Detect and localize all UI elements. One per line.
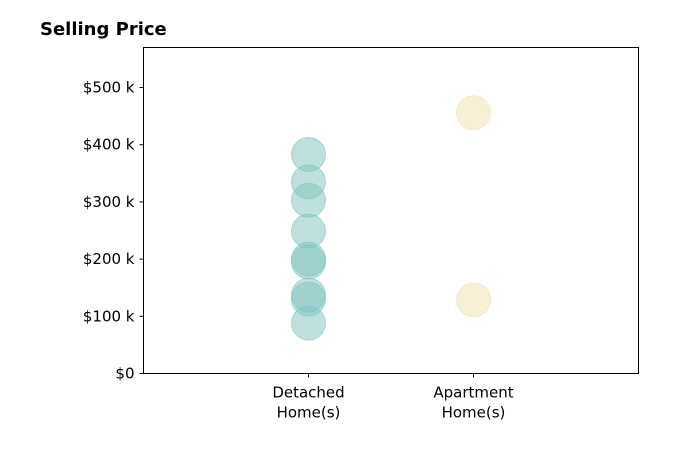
scatter-point [291,244,326,280]
y-tick-label: $100 k [83,307,135,325]
x-axis: Detached Home(s) Apartment Home(s) [272,373,514,422]
y-tick-label: $200 k [83,250,135,268]
y-tick-label: $500 k [83,79,135,97]
scatter-point [456,95,491,131]
chart-title: Selling Price [40,19,167,40]
y-tick-label: $400 k [83,136,135,154]
scatter-points [291,95,491,341]
scatter-point [456,282,491,318]
scatter-point [291,305,326,341]
y-tick-label: $300 k [83,193,135,211]
y-axis: $0 $100 k $200 k $300 k $400 k $500 k [83,79,144,383]
x-tick-label: Detached Home(s) [272,384,344,422]
plot-frame [143,47,639,374]
scatter-point [291,182,326,218]
x-tick-label: Apartment Home(s) [433,384,513,422]
y-tick-label: $0 [115,365,134,383]
